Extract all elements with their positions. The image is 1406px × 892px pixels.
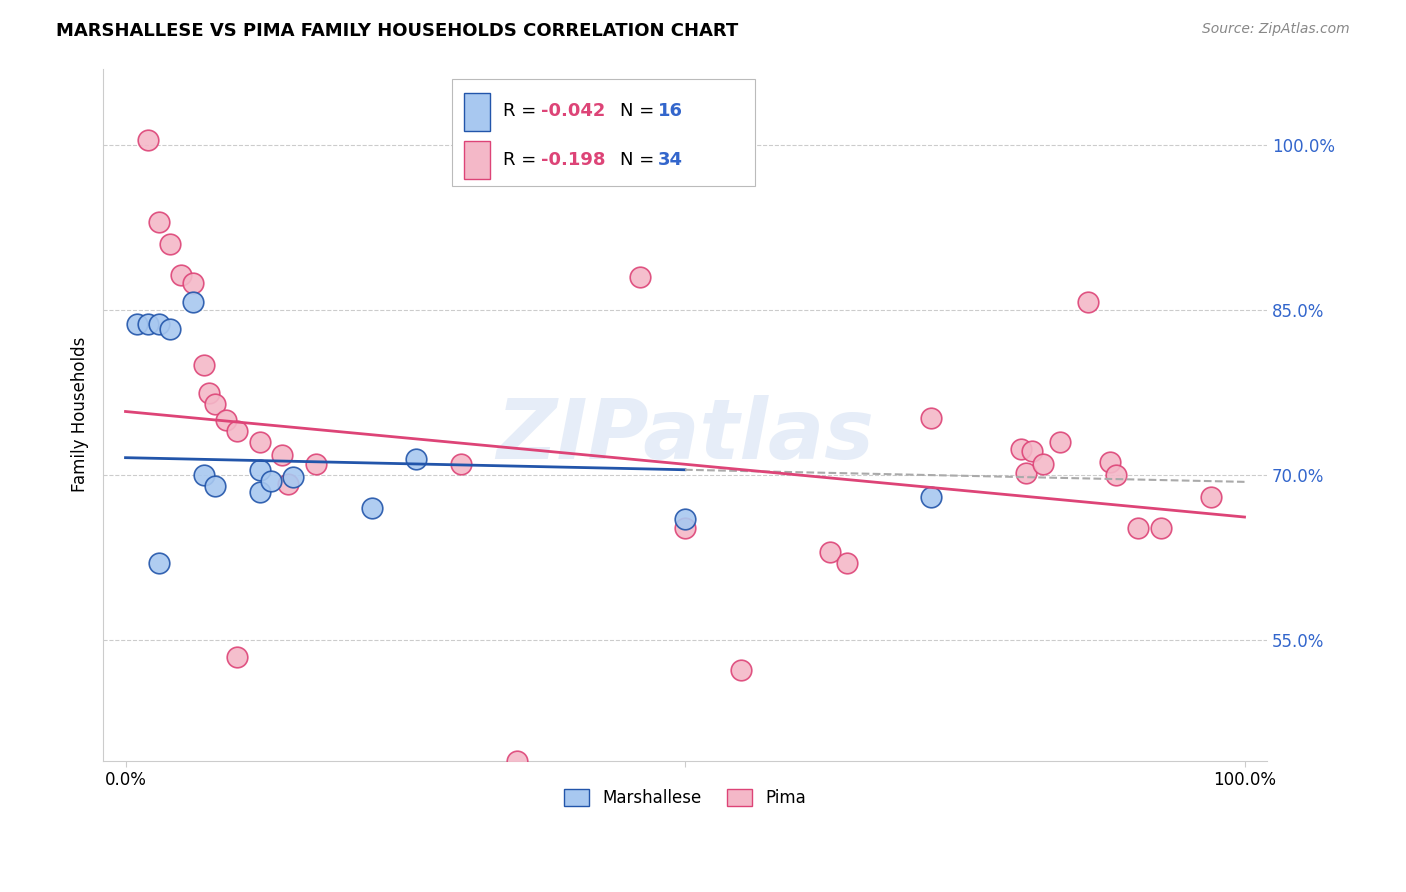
Point	[198, 385, 221, 400]
Point	[305, 457, 328, 471]
Text: R =: R =	[503, 103, 543, 120]
Text: -0.198: -0.198	[541, 151, 605, 169]
Point	[226, 649, 249, 664]
Point	[249, 484, 271, 499]
Point	[249, 435, 271, 450]
Text: N =: N =	[620, 103, 659, 120]
Point	[249, 463, 271, 477]
Point	[148, 317, 170, 331]
Text: MARSHALLESE VS PIMA FAMILY HOUSEHOLDS CORRELATION CHART: MARSHALLESE VS PIMA FAMILY HOUSEHOLDS CO…	[56, 22, 738, 40]
Point	[260, 474, 283, 488]
Point	[1021, 444, 1043, 458]
Point	[204, 397, 226, 411]
Point	[277, 477, 299, 491]
Point	[730, 663, 752, 677]
FancyBboxPatch shape	[453, 78, 755, 186]
Point	[1049, 435, 1071, 450]
FancyBboxPatch shape	[464, 141, 489, 179]
Point	[1149, 521, 1171, 535]
Point	[136, 317, 159, 331]
Text: Source: ZipAtlas.com: Source: ZipAtlas.com	[1202, 22, 1350, 37]
Point	[1032, 457, 1054, 471]
Text: -0.042: -0.042	[541, 103, 605, 120]
Text: 34: 34	[658, 151, 683, 169]
Point	[159, 237, 181, 252]
Point	[506, 754, 529, 768]
Text: N =: N =	[620, 151, 659, 169]
Point	[181, 294, 204, 309]
Point	[148, 556, 170, 570]
Legend: Marshallese, Pima: Marshallese, Pima	[555, 780, 814, 815]
Y-axis label: Family Households: Family Households	[72, 337, 89, 492]
Point	[136, 133, 159, 147]
Text: ZIPatlas: ZIPatlas	[496, 395, 875, 476]
Point	[360, 501, 382, 516]
Point	[673, 512, 696, 526]
Point	[1105, 468, 1128, 483]
Point	[837, 556, 859, 570]
Point	[673, 521, 696, 535]
Point	[226, 425, 249, 439]
Point	[820, 545, 842, 559]
Point	[1077, 294, 1099, 309]
FancyBboxPatch shape	[464, 93, 489, 131]
Point	[405, 451, 427, 466]
Point	[181, 276, 204, 290]
Point	[450, 457, 472, 471]
Point	[170, 268, 193, 283]
Point	[920, 411, 942, 425]
Text: 16: 16	[658, 103, 683, 120]
Point	[1015, 466, 1038, 480]
Point	[1099, 455, 1122, 469]
Point	[159, 322, 181, 336]
Point	[215, 413, 238, 427]
Text: R =: R =	[503, 151, 548, 169]
Point	[283, 470, 305, 484]
Point	[1010, 442, 1032, 456]
Point	[1128, 521, 1150, 535]
Point	[628, 270, 651, 285]
Point	[204, 479, 226, 493]
Point	[148, 215, 170, 229]
Point	[125, 317, 148, 331]
Point	[193, 359, 215, 373]
Point	[271, 449, 294, 463]
Point	[920, 490, 942, 504]
Point	[193, 468, 215, 483]
Point	[1199, 490, 1222, 504]
